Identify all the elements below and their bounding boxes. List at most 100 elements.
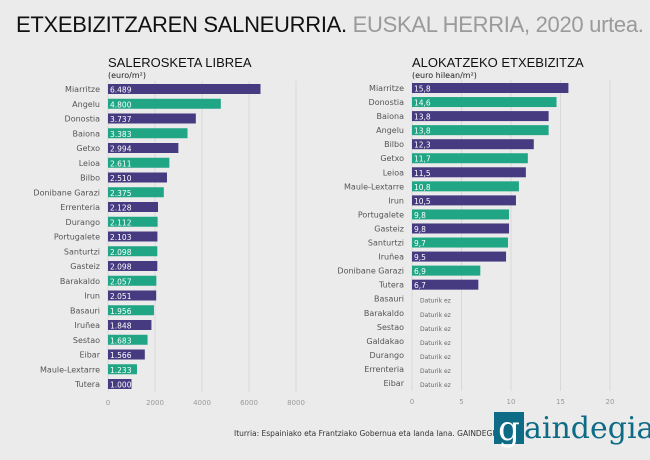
category-label: Donostia [65,115,101,124]
no-data-label: Daturik ez [420,340,451,347]
bar [412,167,526,178]
category-label: Getxo [380,154,404,163]
category-label: Maule-Lextarre [40,365,100,374]
data-label: 15,8 [414,85,431,94]
data-label: 2.057 [110,277,132,286]
data-label: 3.737 [110,115,132,124]
category-label: Baiona [377,112,405,121]
data-label: 2.051 [110,292,132,301]
bar [108,84,261,94]
x-tick-label: 15 [556,398,565,406]
data-label: 1.683 [110,336,132,345]
x-tick-label: 5 [459,398,463,406]
right-chart-title: ALOKATZEKO ETXEBIZITZA [412,55,584,70]
data-label: 3.383 [110,130,132,139]
right-chart-unit: (euro hilean/m²) [412,71,477,80]
category-label: Bilbo [384,140,404,149]
category-label: Portugalete [54,233,100,242]
data-label: 6.489 [110,86,132,95]
category-label: Baiona [73,129,101,138]
data-label: 1.956 [110,307,132,316]
bar [108,157,170,168]
category-label: Eibar [79,351,100,360]
category-label: Iruñea [378,253,404,262]
category-label: Sestao [73,336,100,345]
data-label: 4.800 [110,100,132,109]
bar [108,216,158,227]
data-label: 2.510 [110,174,132,183]
category-label: Basauri [374,295,404,304]
data-label: 1.566 [110,351,132,360]
bar [412,181,519,192]
x-tick-label: 20 [606,398,615,406]
source-note: Iturria: Espainiako eta Frantziako Gober… [234,429,502,438]
category-label: Getxo [76,144,100,153]
category-label: Leioa [79,159,100,168]
data-label: 2.128 [110,204,132,213]
data-label: 9,5 [414,253,426,262]
bar [108,187,164,198]
data-label: 11,5 [414,169,431,178]
bar [108,305,154,316]
bar [412,279,479,290]
bar [412,195,516,206]
category-label: Irun [388,196,404,205]
data-label: 1.000 [110,381,132,390]
x-tick-label: 8000 [287,399,305,407]
bar [108,261,158,271]
bar [412,97,557,108]
category-label: Bilbo [80,174,100,183]
bar [412,223,510,234]
category-label: Portugalete [358,210,404,219]
category-label: Donibane Garazi [337,267,404,276]
bar [108,98,221,109]
bar [412,237,509,248]
bar [108,172,167,183]
data-label: 11,7 [414,155,431,164]
no-data-label: Daturik ez [420,326,451,333]
x-tick-label: 0 [410,398,414,406]
x-tick-label: 0 [106,399,110,407]
category-label: Durango [370,351,405,360]
bar [108,128,188,139]
category-label: Donibane Garazi [33,188,100,197]
category-label: Durango [66,218,101,227]
bar [108,231,158,242]
bar [108,202,159,212]
bar [108,246,158,257]
category-label: Angelu [72,100,100,109]
x-tick-label: 4000 [193,399,211,407]
category-label: Basauri [70,306,100,315]
title-sub: EUSKAL HERRIA, 2020 urtea. [352,12,644,37]
category-label: Eibar [383,379,404,388]
data-label: 12,3 [414,141,431,150]
category-label: Errenteria [364,365,404,374]
bar [108,143,179,153]
bar [108,349,145,360]
no-data-label: Daturik ez [420,354,451,361]
charts-svg: 0 2000 4000 6000 8000 Miarritze 6.489 Angelu 4.8… [33,80,615,407]
bar [412,139,534,150]
bar [412,125,549,136]
left-chart-title: SALEROSKETA LIBREA [108,55,252,70]
data-label: 2.098 [110,263,132,272]
gaindegia-logo: g aindegia [494,408,650,446]
bar [108,290,157,301]
category-label: Leioa [383,168,404,177]
category-label: Miarritze [369,84,404,93]
x-tick-label: 6000 [240,399,258,407]
category-label: Sestao [377,323,404,332]
category-label: Irun [84,292,100,301]
no-data-label: Daturik ez [420,382,451,389]
bar [108,364,137,375]
data-label: 2.112 [110,218,132,227]
data-label: 2.098 [110,248,132,257]
category-label: Maule-Lextarre [344,182,404,191]
data-label: 13,8 [414,127,431,136]
category-label: Errenteria [60,203,100,212]
bar [412,153,528,164]
data-label: 2.611 [110,159,132,168]
category-label: Santurtzi [368,239,404,248]
no-data-label: Daturik ez [420,298,451,305]
